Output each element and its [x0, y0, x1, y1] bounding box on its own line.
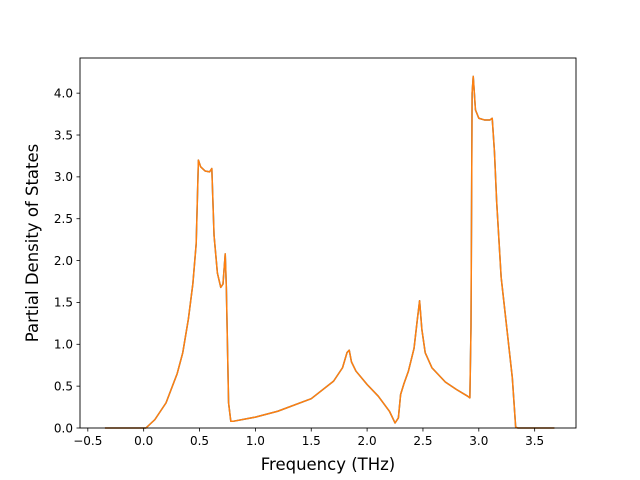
plot-frame	[79, 57, 577, 429]
y-tick-label: 0.5	[54, 379, 73, 393]
series-layer	[104, 75, 555, 429]
x-tick-label: 3.5	[525, 434, 544, 448]
series-line-2	[104, 75, 555, 429]
y-tick-label: 2.5	[54, 212, 73, 226]
x-tick-label: 3.0	[469, 434, 488, 448]
y-tick-label: 1.5	[54, 296, 73, 310]
y-axis-label: Partial Density of States	[23, 144, 42, 343]
y-tick-label: 2.0	[54, 254, 73, 268]
x-tick-label: 2.0	[358, 434, 377, 448]
x-tick-label: −0.5	[73, 434, 102, 448]
x-tick-label: 1.0	[246, 434, 265, 448]
y-tick-label: 1.0	[54, 338, 73, 352]
plot-area	[79, 57, 577, 429]
x-tick-label: 2.5	[413, 434, 432, 448]
y-tick-label: 3.5	[54, 128, 73, 142]
plot-background	[80, 58, 576, 428]
x-tick-label: 0.5	[190, 434, 209, 448]
y-tick-label: 3.0	[54, 170, 73, 184]
y-tick-label: 4.0	[54, 86, 73, 100]
y-axis: 0.0 0.5 1.0 1.5 2.0 2.5 3.0 3.5 4.0	[54, 86, 80, 435]
x-tick-label: 1.5	[302, 434, 321, 448]
x-tick-label: 0.0	[134, 434, 153, 448]
y-tick-label: 0.0	[54, 421, 73, 435]
x-axis-label: Frequency (THz)	[261, 455, 396, 474]
x-axis: −0.5 0.0 0.5 1.0 1.5 2.0 2.5 3.0 3.5	[73, 428, 544, 448]
